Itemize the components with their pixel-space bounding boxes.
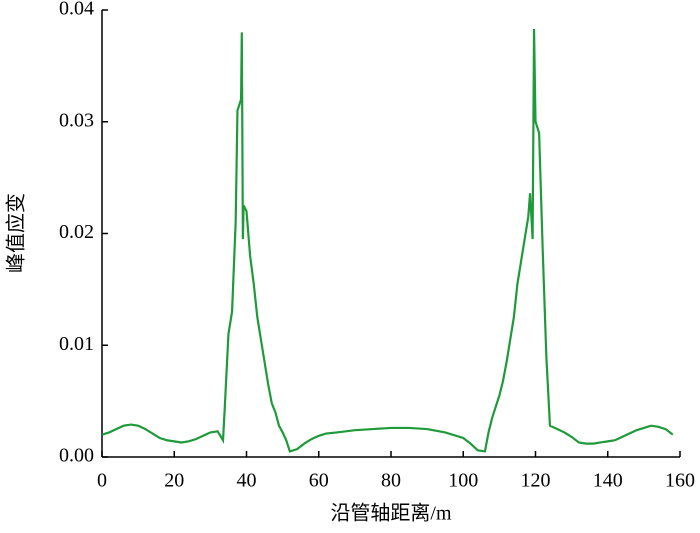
x-tick-label: 140	[593, 470, 623, 492]
y-tick-label: 0.01	[59, 333, 94, 355]
y-tick-label: 0.00	[59, 445, 94, 467]
x-tick-label: 20	[164, 470, 184, 492]
x-tick-label: 40	[237, 470, 257, 492]
x-tick-label: 0	[97, 470, 107, 492]
y-tick-label: 0.04	[59, 0, 94, 20]
y-axis-label: 峰值应变	[5, 193, 28, 273]
x-tick-label: 120	[521, 470, 551, 492]
y-tick-label: 0.03	[59, 109, 94, 131]
data-line	[101, 28, 674, 453]
x-tick-label: 100	[448, 470, 478, 492]
x-tick-label: 60	[309, 470, 329, 492]
x-tick-label: 160	[665, 470, 695, 492]
x-axis-label: 沿管轴距离/m	[330, 502, 452, 525]
x-tick-label: 80	[381, 470, 401, 492]
y-tick-label: 0.02	[59, 221, 94, 243]
